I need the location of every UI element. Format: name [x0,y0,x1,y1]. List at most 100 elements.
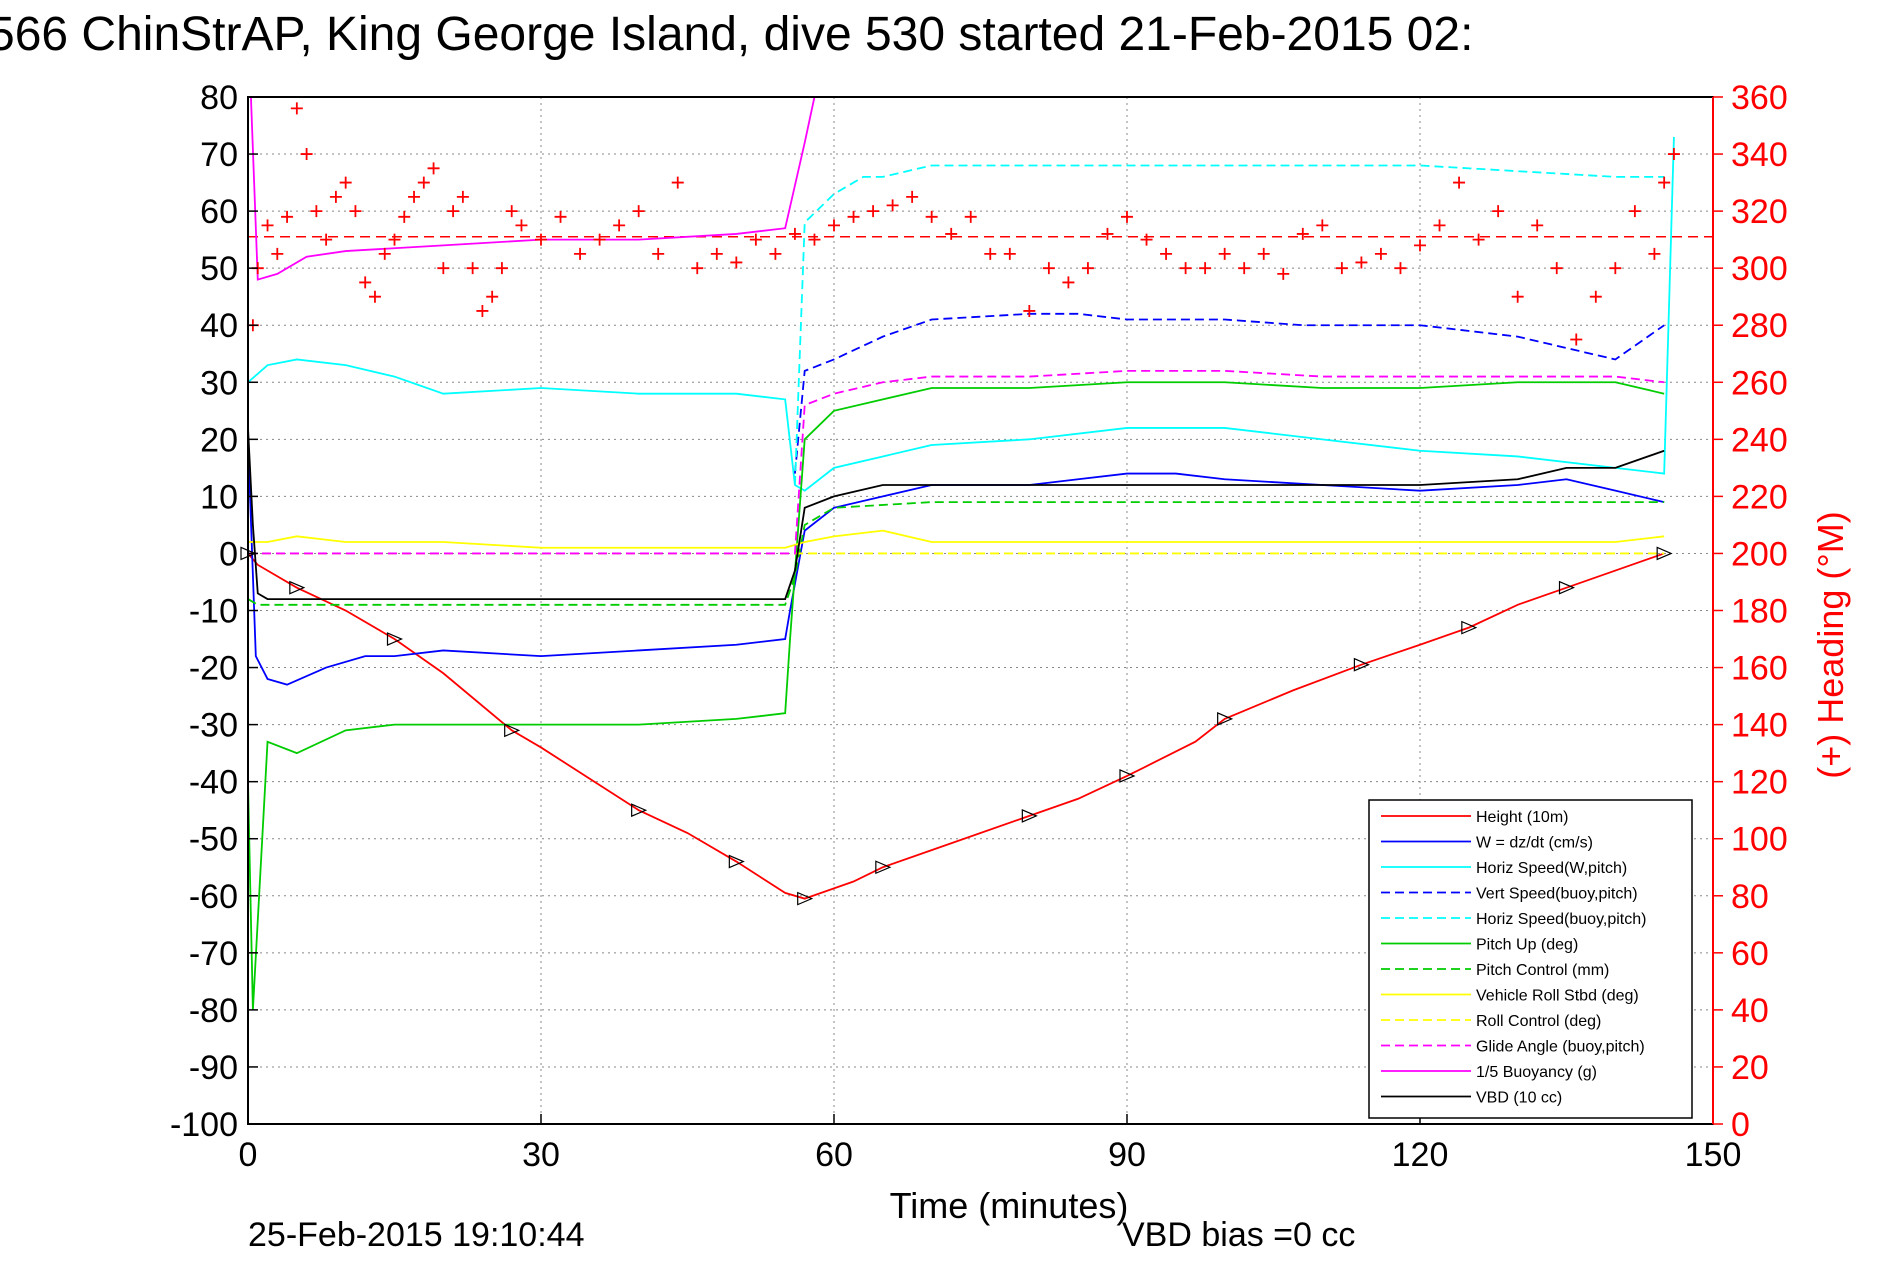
left-y-tick-label: 20 [200,421,238,459]
heading-plus-marker [1550,262,1563,275]
heading-plus-marker [1414,239,1426,252]
heading-plus-marker [1667,148,1680,161]
heading-plus-marker [1355,256,1368,269]
left-y-tick-label: 60 [200,193,238,231]
heading-plus-marker [398,210,411,223]
legend-label: Horiz Speed(W,pitch) [1476,860,1627,877]
heading-plus-marker [749,233,762,246]
heading-plus-marker [329,190,342,203]
left-y-tick-label: -80 [189,992,238,1030]
height-triangle-marker [1558,580,1576,595]
heading-plus-marker [1570,333,1583,346]
legend-box [1368,799,1693,1119]
heading-plus-marker [574,247,587,260]
right-y-tick-label: 100 [1731,821,1788,859]
legend-label: Vert Speed(buoy,pitch) [1476,886,1638,903]
heading-plus-marker [1472,233,1485,246]
right-y-tick-label: 320 [1731,193,1788,231]
height-triangle-marker [1217,711,1234,726]
right-y-tick-label: 260 [1731,364,1788,402]
heading-plus-marker [1199,262,1212,275]
heading-plus-marker [1042,262,1055,275]
heading-plus-marker [1394,262,1407,275]
heading-plus-marker [1589,290,1602,303]
left-y-tick-label: -60 [189,878,238,916]
series-line-2 [247,136,1675,492]
heading-plus-marker [867,205,880,218]
left-y-tick-label: 30 [200,364,238,402]
height-triangle-marker [1021,808,1038,823]
right-y-tick-label: 300 [1731,250,1788,288]
left-y-tick-label: -70 [189,935,238,973]
heading-plus-marker [925,210,938,223]
left-y-tick-label: -100 [170,1106,238,1144]
heading-plus-marker [906,190,919,203]
height-triangle-marker [797,891,814,906]
left-y-tick-label: -90 [189,1049,238,1087]
series-line-11 [247,427,1665,600]
heading-plus-marker [1238,262,1251,275]
series-line-3 [794,312,1665,474]
legend-label: VBD (10 cc) [1476,1090,1562,1107]
legend-label: 1/5 Buoyancy (g) [1476,1064,1597,1081]
legend-label: Vehicle Roll Stbd (deg) [1476,988,1639,1005]
left-y-tick-label: 70 [200,136,238,174]
x-tick-label: 90 [1108,1136,1146,1174]
series-line-10 [250,96,816,281]
heading-plus-marker [359,276,372,289]
right-y-tick-label: 180 [1731,593,1788,631]
height-triangle-marker [728,854,745,869]
height-triangle-marker [1119,769,1136,783]
heading-plus-marker [368,290,381,303]
left-y-tick-label: -10 [189,593,238,631]
heading-plus-marker [1296,227,1309,240]
heading-plus-marker [945,227,958,240]
heading-plus-marker [1140,233,1153,246]
heading-plus-marker [964,210,977,223]
legend-label: Pitch Control (mm) [1476,962,1609,979]
heading-plus-marker [554,210,567,223]
heading-plus-marker [1433,219,1446,232]
heading-plus-marker [1257,247,1270,260]
heading-plus-marker [652,247,665,260]
x-axis-label: Time (minutes) [890,1185,1129,1226]
x-tick-label: 0 [239,1136,258,1174]
heading-plus-marker [456,190,469,203]
heading-plus-marker [828,219,840,232]
series-line-1 [247,439,1665,686]
right-y-tick-label: 40 [1731,992,1769,1030]
heading-plus-marker [1179,262,1192,275]
series-line-9 [248,369,1665,555]
heading-plus-marker [788,227,801,240]
left-y-tick-label: -50 [189,821,238,859]
heading-plus-marker [515,219,528,232]
heading-plus-marker [261,219,274,232]
heading-plus-marker [1003,247,1016,260]
right-y-tick-label: 0 [1731,1106,1750,1144]
heading-plus-marker [847,210,860,223]
chart-title: 566 ChinStrAP, King George Island, dive … [0,8,1473,61]
left-y-tick-label: 50 [200,250,238,288]
heading-plus-marker [427,162,440,175]
right-y-tick-label: 340 [1731,136,1788,174]
heading-plus-marker [388,233,401,246]
heading-plus-marker [613,219,626,232]
heading-plus-marker [730,256,743,269]
series-line-5 [247,381,1665,1010]
series-line-4 [794,164,1665,486]
right-y-axis-label: (+) Heading (°M) [1810,511,1851,778]
timestamp-footer: 25-Feb-2015 19:10:44 [248,1216,584,1254]
heading-plus-marker [505,205,518,218]
x-tick-label: 60 [815,1136,853,1174]
right-y-tick-label: 360 [1731,79,1788,117]
left-y-tick-label: 10 [200,478,238,516]
left-y-tick-label: -30 [189,707,238,745]
heading-plus-marker [632,205,645,218]
heading-plus-marker [1101,227,1114,240]
heading-plus-marker [1316,219,1329,232]
x-tick-label: 120 [1392,1136,1449,1174]
heading-plus-marker [671,176,684,189]
height-triangle-marker [386,632,404,646]
